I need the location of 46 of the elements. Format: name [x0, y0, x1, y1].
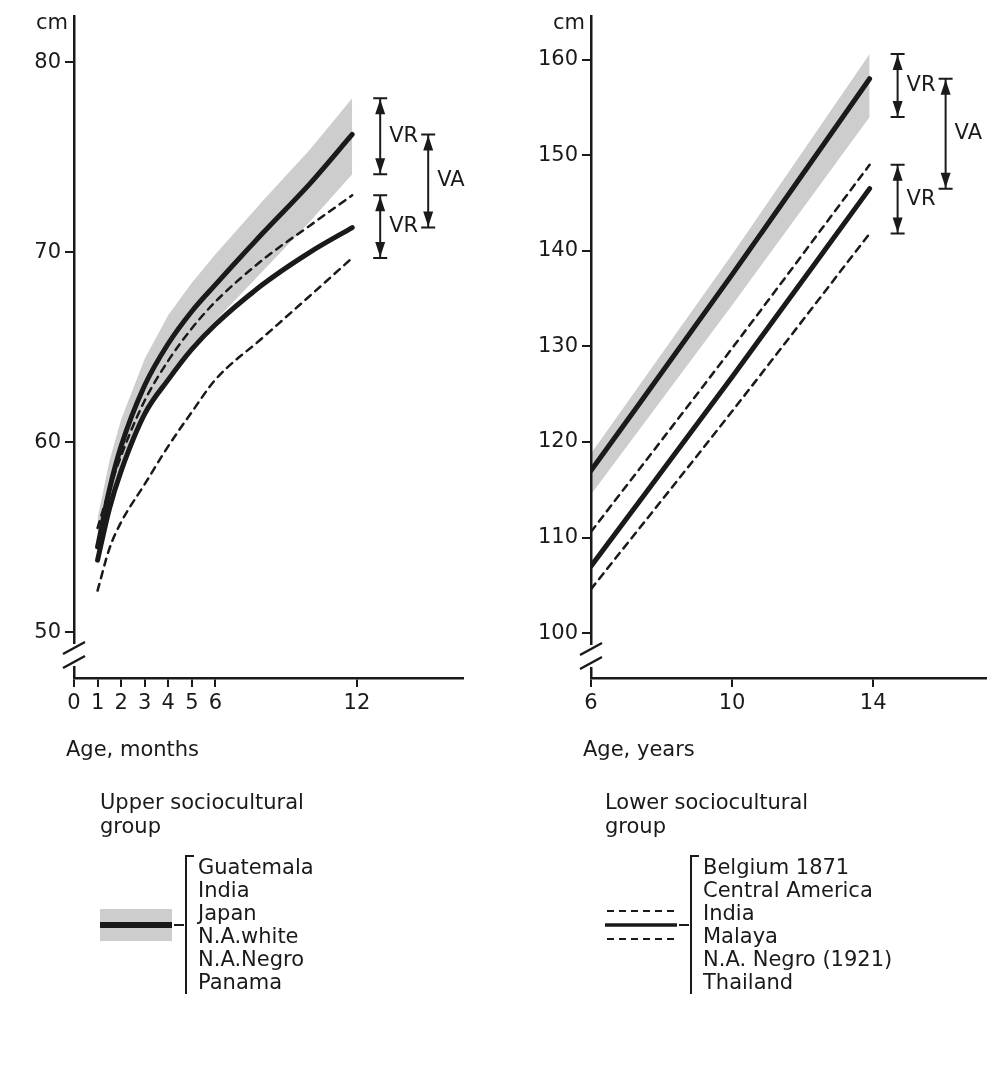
annotation: VR — [906, 185, 936, 210]
x-tick-label: 12 — [343, 690, 371, 715]
x-tick-label: 4 — [161, 690, 175, 715]
text: Lower sociocultural group — [605, 790, 810, 838]
annotation: VR — [906, 71, 936, 96]
annotation: VA — [954, 120, 983, 145]
y-tick-label: 150 — [537, 141, 578, 166]
x-tick-label: 14 — [859, 690, 887, 715]
x-tick-label: 10 — [718, 690, 746, 715]
y-tick-label: 100 — [537, 619, 578, 644]
text: Guatemala — [198, 855, 314, 879]
y-tick-label: 120 — [537, 428, 578, 453]
y-axis-title: cm — [35, 9, 68, 34]
y-tick-label: 110 — [537, 523, 578, 548]
y-tick-label: 140 — [537, 237, 578, 262]
annotation: VR — [389, 122, 419, 147]
x-axis-title: Age, months — [66, 736, 200, 761]
text: Thailand — [703, 970, 795, 994]
y-tick-label: 130 — [537, 332, 578, 357]
text: Upper sociocultural group — [100, 790, 305, 838]
text: N.A.white — [198, 924, 300, 948]
x-tick-label: 0 — [67, 690, 81, 715]
annotation: VR — [389, 213, 419, 238]
y-tick-label: 80 — [34, 48, 61, 73]
text: Panama — [198, 970, 284, 994]
text: Central America — [703, 878, 874, 902]
annotation: VA — [437, 167, 466, 192]
text: N.A.Negro — [198, 947, 306, 971]
y-tick-label: 50 — [34, 618, 61, 643]
x-tick-label: 1 — [90, 690, 105, 715]
y-tick-label: 60 — [34, 428, 61, 453]
x-tick-label: 3 — [138, 690, 152, 715]
x-tick-label: 6 — [584, 690, 598, 715]
text: India — [198, 878, 251, 902]
text: Malaya — [703, 924, 779, 948]
y-tick-label: 70 — [34, 238, 61, 263]
text: Japan — [198, 901, 258, 925]
x-axis-title: Age, years — [583, 736, 695, 761]
y-axis-title: cm — [552, 9, 585, 34]
y-tick-label: 160 — [537, 46, 578, 71]
x-tick-label: 5 — [185, 690, 199, 715]
text: Belgium 1871 — [703, 855, 851, 879]
x-tick-label: 6 — [208, 690, 223, 715]
text: India — [703, 901, 756, 925]
text: N.A. Negro (1921) — [703, 947, 893, 971]
x-tick-label: 2 — [114, 690, 128, 715]
